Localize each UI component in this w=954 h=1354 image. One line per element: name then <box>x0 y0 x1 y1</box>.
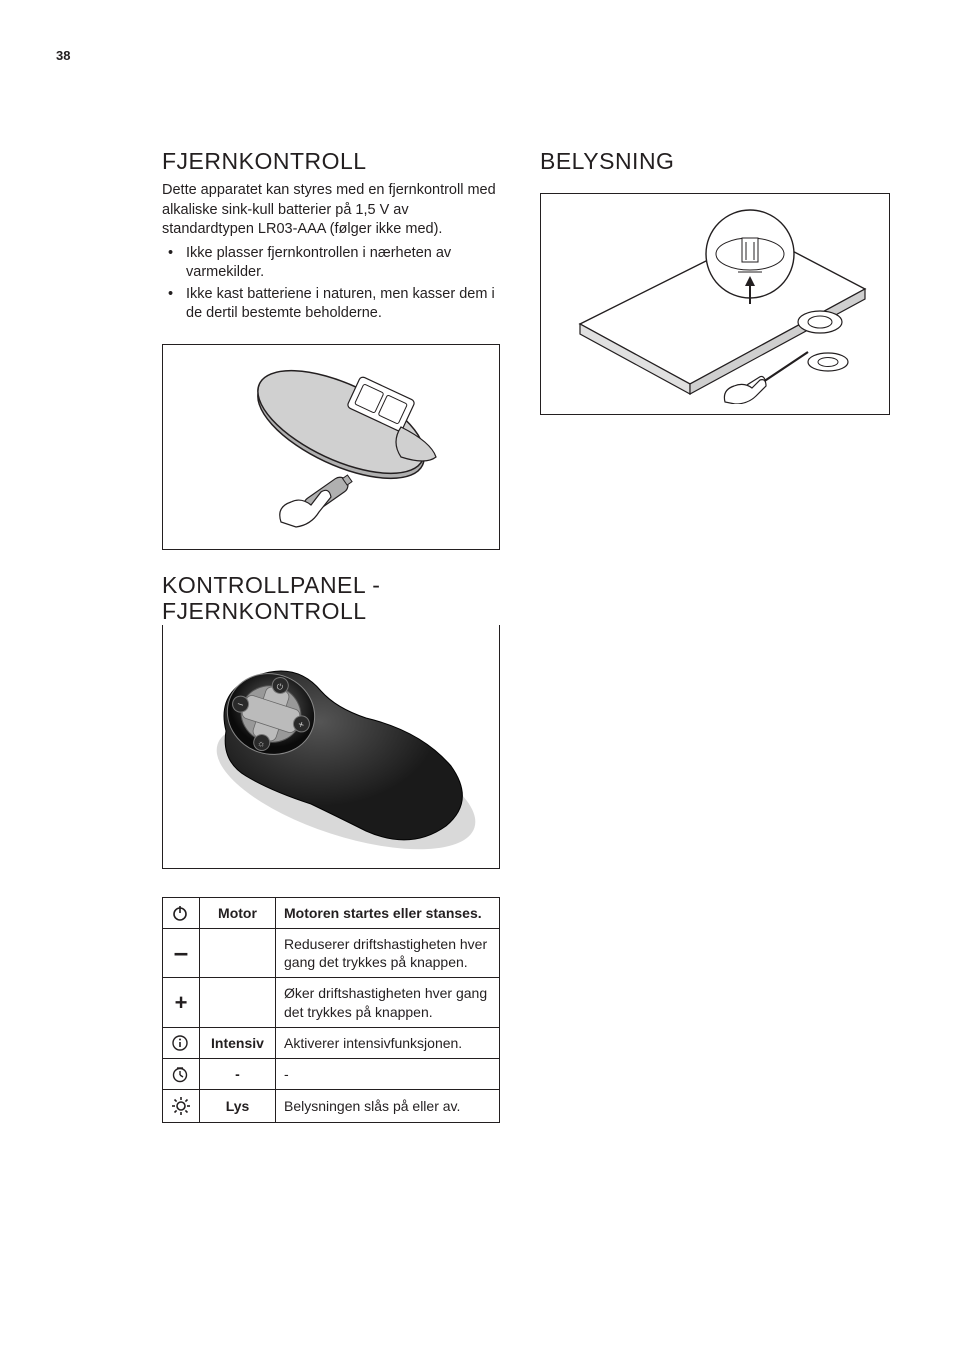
section-title-belysning: BELYSNING <box>540 148 890 175</box>
left-column: FJERNKONTROLL Dette apparatet kan styres… <box>162 148 500 1123</box>
table-row: Motor Motoren startes eller stanses. <box>163 897 500 928</box>
lamp-illustration <box>550 204 880 404</box>
table-desc: - <box>276 1058 500 1089</box>
title-line-1: KONTROLLPANEL - <box>162 572 380 598</box>
intro-paragraph: Dette apparatet kan styres med en fjernk… <box>162 181 500 240</box>
table-desc: Belysningen slås på eller av. <box>276 1090 500 1123</box>
controls-table: Motor Motoren startes eller stanses. – R… <box>162 897 500 1123</box>
page-content: FJERNKONTROLL Dette apparatet kan styres… <box>162 148 898 1123</box>
table-desc: Reduserer driftshastigheten hver gang de… <box>276 929 500 978</box>
section-title-fjernkontroll: FJERNKONTROLL <box>162 148 500 175</box>
table-label: Motor <box>200 897 276 928</box>
remote-battery-illustration <box>201 357 461 537</box>
table-label <box>200 929 276 978</box>
table-label: - <box>200 1058 276 1089</box>
right-column: BELYSNING <box>540 148 890 1123</box>
sun-icon <box>163 1090 200 1123</box>
power-icon <box>163 897 200 928</box>
bullet-item: Ikke plasser fjernkontrollen i nærheten … <box>162 244 500 283</box>
table-label: Intensiv <box>200 1027 276 1058</box>
table-row: Intensiv Aktiverer intensivfunksjonen. <box>163 1027 500 1058</box>
section-title-kontrollpanel: KONTROLLPANEL - FJERNKONTROLL <box>162 572 500 625</box>
table-label <box>200 978 276 1027</box>
plus-icon: + <box>163 978 200 1027</box>
bullet-item: Ikke kast batteriene i naturen, men kass… <box>162 285 500 324</box>
info-icon <box>163 1027 200 1058</box>
title-line-2: FJERNKONTROLL <box>162 598 367 624</box>
timer-icon <box>163 1058 200 1089</box>
figure-remote-front: ⏻ ☼ − + <box>162 625 500 869</box>
remote-front-illustration: ⏻ ☼ − + <box>171 636 491 856</box>
table-row: - - <box>163 1058 500 1089</box>
table-desc: Øker driftshastigheten hver gang det try… <box>276 978 500 1027</box>
page-number: 38 <box>56 48 70 63</box>
table-label: Lys <box>200 1090 276 1123</box>
minus-icon: – <box>163 929 200 978</box>
table-row: Lys Belysningen slås på eller av. <box>163 1090 500 1123</box>
figure-lamp-replace <box>540 193 890 415</box>
table-desc: Motoren startes eller stanses. <box>276 897 500 928</box>
table-row: + Øker driftshastigheten hver gang det t… <box>163 978 500 1027</box>
figure-remote-battery <box>162 344 500 550</box>
table-desc: Aktiverer intensivfunksjonen. <box>276 1027 500 1058</box>
bullet-list: Ikke plasser fjernkontrollen i nærheten … <box>162 244 500 324</box>
table-row: – Reduserer driftshastigheten hver gang … <box>163 929 500 978</box>
